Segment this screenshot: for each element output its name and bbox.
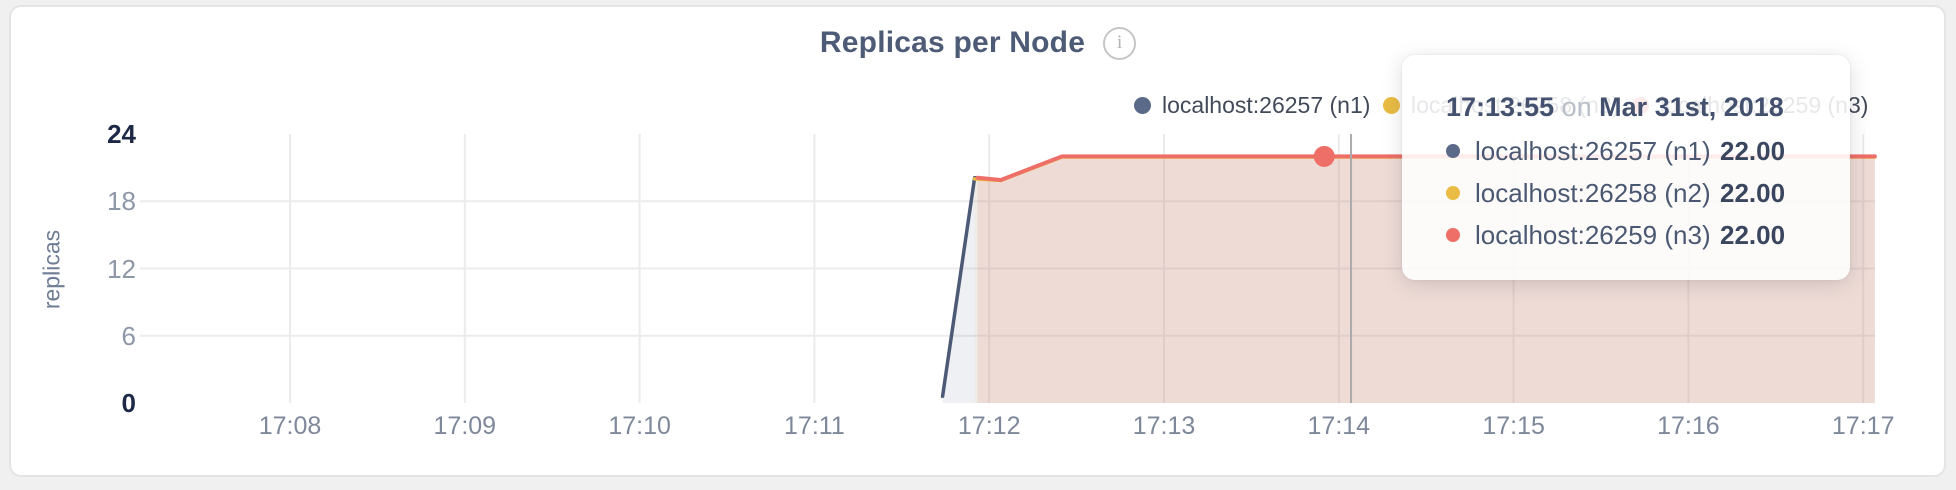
- chart-title: Replicas per Node: [819, 26, 1086, 59]
- tooltip-row-label: localhost:26257 (n1): [1475, 135, 1711, 166]
- tooltip-row-label: localhost:26259 (n3): [1475, 219, 1711, 250]
- legend-dot-icon: [1383, 96, 1400, 114]
- series-dot-icon: [1446, 228, 1460, 242]
- x-axis-tick-label: 17:10: [608, 412, 671, 440]
- x-axis-tick-label: 17:08: [258, 412, 322, 440]
- tooltip-row: localhost:26259 (n3) 22.00: [1446, 219, 1820, 251]
- tooltip-title: 17:13:55 on Mar 31st, 2018: [1446, 90, 1820, 124]
- y-axis-tick-label: 12: [107, 253, 136, 284]
- x-axis-tick-label: 17:14: [1307, 412, 1371, 440]
- x-axis-tick-label: 17:17: [1831, 412, 1895, 440]
- tooltip-time: 17:13:55: [1446, 92, 1555, 122]
- tooltip-row-label: localhost:26258 (n2): [1475, 177, 1711, 208]
- tooltip-preposition: on: [1561, 92, 1592, 122]
- info-icon[interactable]: i: [1103, 26, 1137, 60]
- x-axis-tick-label: 17:16: [1657, 412, 1720, 440]
- x-axis-tick-label: 17:12: [957, 412, 1021, 440]
- series-dot-icon: [1446, 144, 1460, 158]
- tooltip-row-value: 22.00: [1720, 135, 1786, 166]
- x-axis-tick-label: 17:13: [1132, 412, 1196, 440]
- legend-item[interactable]: localhost:26257 (n1): [1134, 92, 1370, 118]
- y-axis-tick-label: 6: [121, 320, 136, 351]
- tooltip-row-value: 22.00: [1720, 177, 1786, 208]
- tooltip-row: localhost:26258 (n2) 22.00: [1446, 177, 1820, 209]
- hover-point: [1313, 145, 1335, 167]
- series-dot-icon: [1446, 186, 1460, 200]
- x-axis-tick-label: 17:09: [433, 412, 497, 440]
- tooltip: 17:13:55 on Mar 31st, 2018 localhost:262…: [1402, 55, 1850, 280]
- y-axis-tick-label: 18: [107, 186, 136, 217]
- x-axis-tick-label: 17:11: [784, 412, 845, 440]
- y-axis-tick-label: 0: [121, 388, 136, 418]
- tooltip-row-value: 22.00: [1720, 219, 1786, 250]
- tooltip-row: localhost:26257 (n1) 22.00: [1446, 135, 1820, 167]
- legend-item-label: localhost:26257 (n1): [1162, 91, 1371, 118]
- y-axis-tick-label: 24: [107, 119, 136, 149]
- chart-header: Replicas per Node i: [0, 26, 1956, 60]
- legend-dot-icon: [1134, 96, 1151, 114]
- tooltip-date: Mar 31st, 2018: [1599, 92, 1784, 122]
- x-axis-tick-label: 17:15: [1482, 412, 1545, 440]
- tooltip-rows: localhost:26257 (n1) 22.00 localhost:26258…: [1446, 135, 1820, 251]
